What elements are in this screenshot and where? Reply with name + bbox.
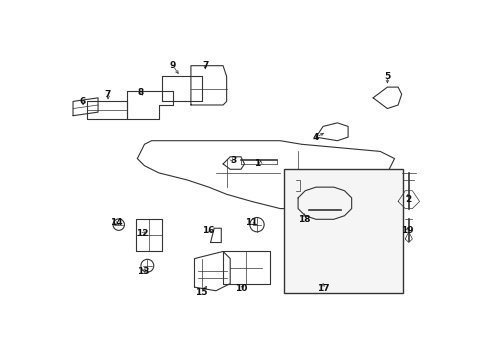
Text: 12: 12 <box>136 229 149 238</box>
Text: 7: 7 <box>202 61 208 70</box>
Text: 9: 9 <box>169 61 176 70</box>
Text: 7: 7 <box>104 90 111 99</box>
Text: 5: 5 <box>384 72 390 81</box>
Text: 8: 8 <box>138 88 144 97</box>
Text: 6: 6 <box>80 97 86 106</box>
Text: 4: 4 <box>312 132 319 141</box>
Text: 19: 19 <box>400 225 412 234</box>
Text: 3: 3 <box>229 156 236 165</box>
Text: 13: 13 <box>137 267 150 276</box>
Bar <box>283 169 403 293</box>
Text: 1: 1 <box>253 159 260 168</box>
Text: 17: 17 <box>316 284 329 293</box>
Text: 16: 16 <box>202 225 215 234</box>
Text: 18: 18 <box>298 215 310 224</box>
Text: 11: 11 <box>245 219 257 228</box>
Text: 2: 2 <box>404 195 410 204</box>
Text: 14: 14 <box>109 219 122 228</box>
Text: 15: 15 <box>195 288 207 297</box>
Text: 10: 10 <box>234 284 246 293</box>
